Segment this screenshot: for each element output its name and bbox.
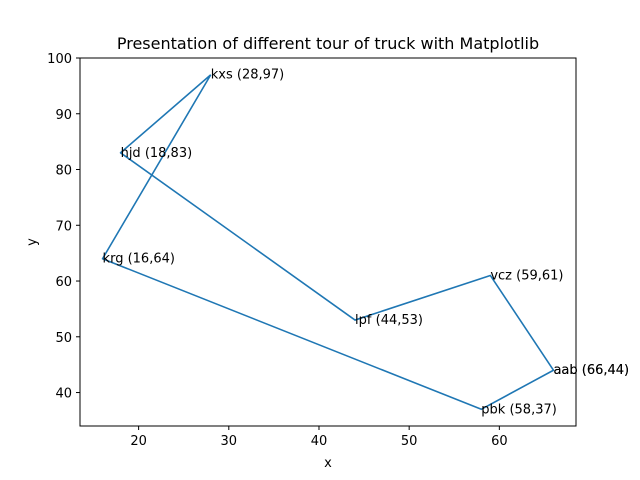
y-tick-label: 90 (55, 108, 72, 123)
y-tick-label: 70 (55, 219, 72, 234)
x-axis-label: x (324, 456, 332, 471)
point-label: aab (66,44) (553, 363, 629, 378)
y-tick-label: 50 (55, 331, 72, 346)
plot-area: kxs (28,97) hjd (18,83) lpf (44,53) vcz (59… (79, 57, 629, 427)
y-tick-label: 40 (55, 387, 72, 402)
point-label: hjd (18,83) (121, 146, 193, 161)
x-tick-label: 20 (130, 434, 147, 449)
x-tick-label: 30 (221, 434, 238, 449)
y-tick-label: 60 (55, 275, 72, 290)
plot-frame (79, 57, 577, 427)
point-label: aab (66,44) (553, 363, 629, 378)
y-axis-label: y (25, 238, 40, 246)
axis-ticks: 20 30 40 50 60 40 50 60 70 80 90 100 (47, 52, 507, 449)
y-tick-label: 80 (55, 164, 72, 179)
x-tick-label: 40 (311, 434, 328, 449)
x-tick-label: 60 (491, 434, 508, 449)
y-tick-label: 100 (47, 52, 72, 67)
point-label: krg (16,64) (103, 252, 175, 267)
x-tick-label: 50 (401, 434, 418, 449)
chart-title: Presentation of different tour of truck … (117, 34, 539, 53)
point-label: pbk (58,37) (481, 402, 557, 417)
point-label: kxs (28,97) (211, 68, 285, 83)
point-label: lpf (44,53) (355, 313, 423, 328)
point-label: vcz (59,61) (490, 268, 563, 283)
tour-line (101, 74, 555, 411)
